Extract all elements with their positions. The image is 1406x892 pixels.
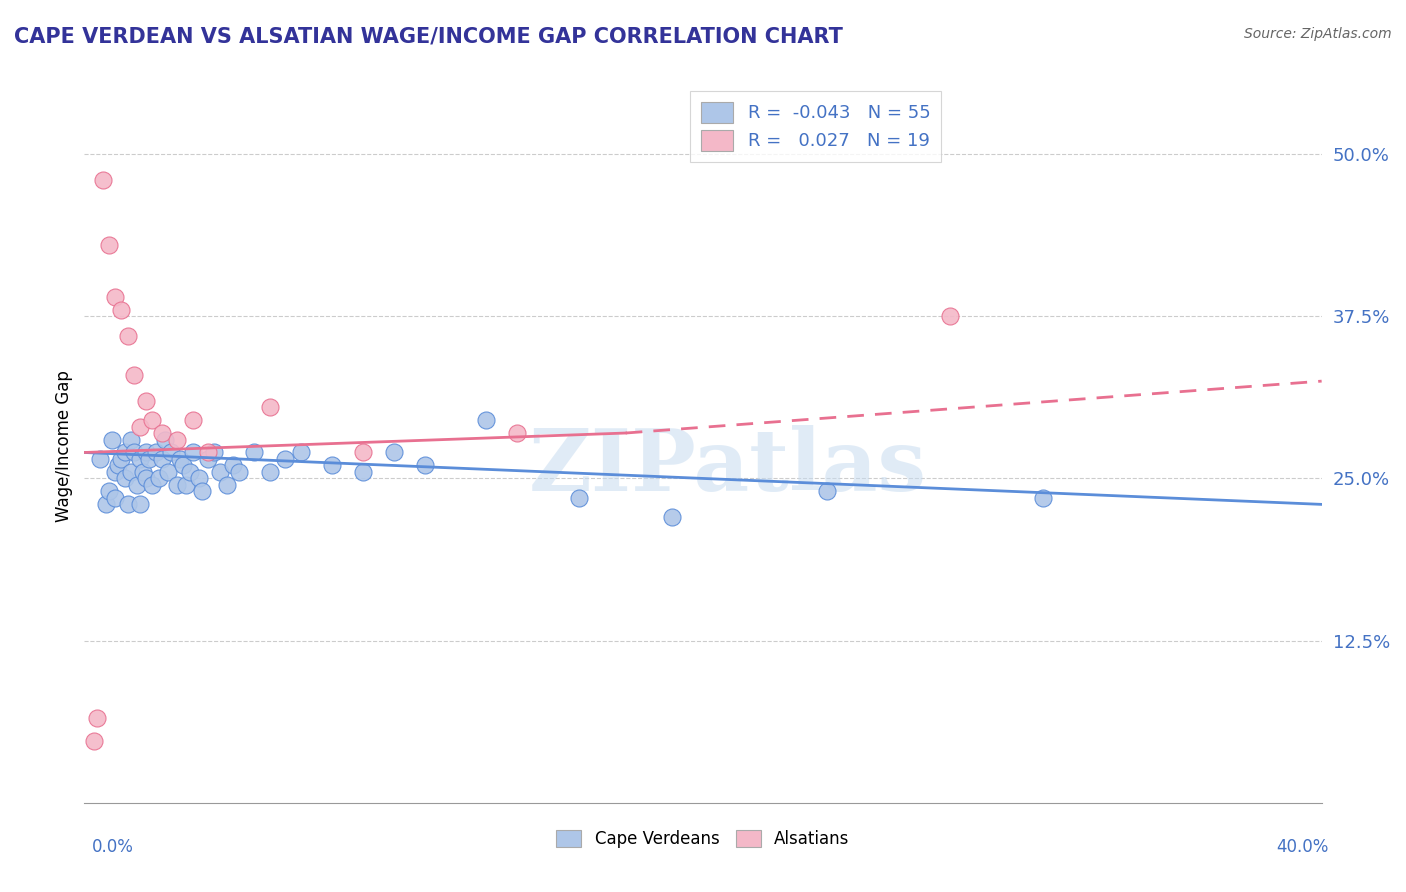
Point [209, 465, 232, 479]
Point [129, 497, 152, 511]
Point [86, 711, 108, 725]
Point [352, 445, 374, 459]
Point [191, 484, 214, 499]
Text: 0.0%: 0.0% [91, 838, 134, 856]
Point [228, 465, 250, 479]
Point [89, 452, 111, 467]
Point [101, 433, 124, 447]
Point [94, 497, 117, 511]
Point [815, 484, 838, 499]
Point [150, 425, 173, 440]
Point [117, 497, 139, 511]
Point [150, 452, 173, 467]
Point [506, 425, 529, 440]
Point [132, 465, 155, 479]
Text: CAPE VERDEAN VS ALSATIAN WAGE/INCOME GAP CORRELATION CHART: CAPE VERDEAN VS ALSATIAN WAGE/INCOME GAP… [14, 27, 844, 46]
Point [129, 452, 152, 467]
Point [243, 445, 266, 459]
Point [352, 465, 374, 479]
Point [215, 478, 238, 492]
Point [259, 400, 281, 414]
Point [141, 478, 163, 492]
Point [939, 310, 962, 324]
Point [104, 465, 127, 479]
Point [148, 471, 170, 485]
Point [259, 465, 281, 479]
Point [120, 465, 142, 479]
Point [122, 368, 145, 382]
Point [181, 445, 204, 459]
Point [166, 433, 188, 447]
Point [172, 458, 194, 473]
Point [135, 471, 157, 485]
Point [169, 452, 191, 467]
Point [135, 445, 157, 459]
Point [98, 238, 121, 252]
Point [222, 458, 245, 473]
Point [145, 445, 167, 459]
Point [274, 452, 297, 467]
Point [382, 445, 405, 459]
Point [135, 393, 157, 408]
Point [166, 478, 188, 492]
Point [91, 173, 114, 187]
Point [568, 491, 591, 505]
Point [98, 484, 121, 499]
Point [661, 510, 683, 524]
Legend: Cape Verdeans, Alsatians: Cape Verdeans, Alsatians [550, 823, 856, 855]
Point [83, 733, 105, 747]
Point [290, 445, 312, 459]
Point [202, 445, 225, 459]
Text: Source: ZipAtlas.com: Source: ZipAtlas.com [1244, 27, 1392, 41]
Point [110, 302, 132, 317]
Point [104, 290, 127, 304]
Text: ZIPatlas: ZIPatlas [529, 425, 927, 509]
Point [160, 445, 183, 459]
Point [129, 419, 152, 434]
Point [179, 465, 201, 479]
Point [197, 445, 219, 459]
Point [1032, 491, 1054, 505]
Point [156, 465, 179, 479]
Point [138, 452, 160, 467]
Point [122, 445, 145, 459]
Point [181, 413, 204, 427]
Point [187, 471, 209, 485]
Point [321, 458, 343, 473]
Point [110, 452, 132, 467]
Point [413, 458, 436, 473]
Point [104, 491, 127, 505]
Point [141, 413, 163, 427]
Point [153, 433, 176, 447]
Point [176, 478, 198, 492]
Point [114, 471, 136, 485]
Point [475, 413, 498, 427]
Point [117, 328, 139, 343]
Y-axis label: Wage/Income Gap: Wage/Income Gap [55, 370, 73, 522]
Point [197, 452, 219, 467]
Point [120, 433, 142, 447]
Point [125, 478, 148, 492]
Point [107, 458, 129, 473]
Text: 40.0%: 40.0% [1277, 838, 1329, 856]
Point [114, 445, 136, 459]
